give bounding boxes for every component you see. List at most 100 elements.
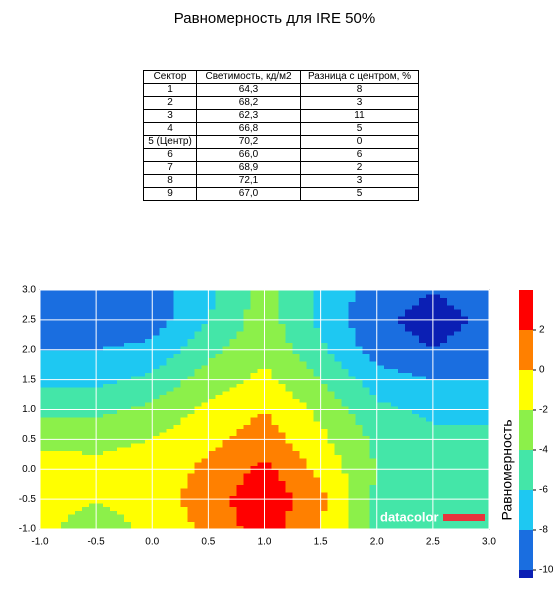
contour-cell	[145, 424, 153, 429]
contour-cell	[439, 308, 448, 314]
contour-cell	[418, 424, 427, 429]
contour-cell	[110, 338, 118, 343]
contour-cell	[250, 487, 259, 493]
contour-cell	[299, 435, 308, 440]
contour-cell	[159, 431, 167, 437]
contour-cell	[327, 502, 336, 508]
contour-cell	[145, 346, 153, 351]
contour-cell	[110, 409, 118, 414]
contour-cell	[292, 458, 301, 463]
contour-cell	[194, 446, 202, 452]
contour-cell	[222, 338, 231, 343]
contour-cell	[201, 476, 209, 482]
contour-cell	[89, 525, 97, 530]
contour-cell	[383, 338, 392, 343]
contour-cell	[446, 398, 455, 403]
contour-cell	[89, 387, 97, 392]
contour-cell	[418, 420, 427, 426]
contour-cell	[320, 491, 329, 496]
contour-cell	[404, 398, 413, 403]
contour-cell	[222, 346, 231, 351]
contour-cell	[327, 387, 336, 392]
y-tick-label: 3.0	[22, 285, 36, 296]
contour-cell	[257, 510, 266, 515]
contour-cell	[348, 499, 357, 504]
contour-cell	[201, 293, 209, 299]
contour-cell	[145, 521, 153, 526]
contour-cell	[152, 461, 160, 467]
contour-cell	[229, 379, 238, 384]
contour-cell	[264, 312, 273, 317]
contour-cell	[432, 424, 441, 429]
contour-cell	[376, 413, 385, 418]
contour-cell	[348, 424, 357, 429]
contour-cell	[432, 491, 441, 496]
contour-cell	[369, 357, 378, 362]
contour-cell	[362, 424, 371, 429]
contour-cell	[306, 458, 315, 463]
contour-cell	[292, 290, 301, 295]
contour-cell	[236, 514, 245, 519]
contour-cell	[159, 472, 167, 478]
contour-cell	[432, 428, 441, 433]
contour-cell	[159, 301, 167, 306]
contour-cell	[215, 461, 224, 467]
contour-cell	[236, 331, 245, 336]
contour-cell	[362, 514, 371, 519]
contour-cell	[82, 405, 90, 411]
contour-cell	[327, 323, 336, 328]
contour-cell	[201, 510, 209, 515]
contour-cell	[390, 316, 399, 321]
contour-cell	[257, 416, 266, 422]
contour-cell	[348, 487, 357, 493]
contour-cell	[131, 357, 139, 362]
contour-cell	[425, 364, 434, 370]
contour-cell	[278, 506, 287, 511]
contour-cell	[40, 364, 48, 370]
contour-cell	[131, 349, 139, 355]
contour-cell	[208, 301, 216, 306]
contour-cell	[194, 319, 202, 325]
contour-cell	[285, 398, 294, 403]
contour-cell	[362, 510, 371, 515]
contour-cell	[61, 383, 69, 388]
contour-cell	[68, 480, 76, 485]
contour-cell	[369, 349, 378, 355]
contour-cell	[236, 416, 245, 422]
contour-cell	[460, 319, 469, 325]
contour-cell	[439, 387, 448, 392]
contour-cell	[243, 435, 252, 440]
contour-cell	[103, 409, 111, 414]
contour-cell	[362, 368, 371, 373]
contour-cell	[257, 476, 266, 482]
contour-cell	[292, 297, 301, 302]
contour-cell	[61, 301, 69, 306]
contour-cell	[201, 308, 209, 314]
contour-cell	[320, 334, 329, 340]
contour-cell	[271, 472, 280, 478]
contour-cell	[124, 487, 132, 493]
contour-cell	[397, 465, 406, 470]
contour-cell	[201, 446, 209, 452]
contour-cell	[432, 360, 441, 366]
contour-cell	[194, 465, 202, 470]
contour-cell	[327, 431, 336, 437]
contour-cell	[152, 342, 160, 347]
contour-cell	[376, 416, 385, 422]
contour-cell	[208, 368, 216, 373]
contour-cell	[327, 308, 336, 314]
contour-cell	[348, 446, 357, 452]
contour-cell	[96, 331, 104, 336]
contour-cell	[299, 364, 308, 370]
contour-cell	[166, 390, 174, 396]
contour-cell	[68, 297, 76, 302]
contour-cell	[159, 338, 167, 343]
contour-cell	[299, 443, 308, 448]
contour-cell	[243, 446, 252, 452]
contour-cell	[201, 458, 209, 463]
contour-cell	[40, 484, 48, 489]
contour-cell	[96, 514, 104, 519]
contour-cell	[145, 316, 153, 321]
contour-cell	[215, 491, 224, 496]
contour-cell	[369, 375, 378, 381]
